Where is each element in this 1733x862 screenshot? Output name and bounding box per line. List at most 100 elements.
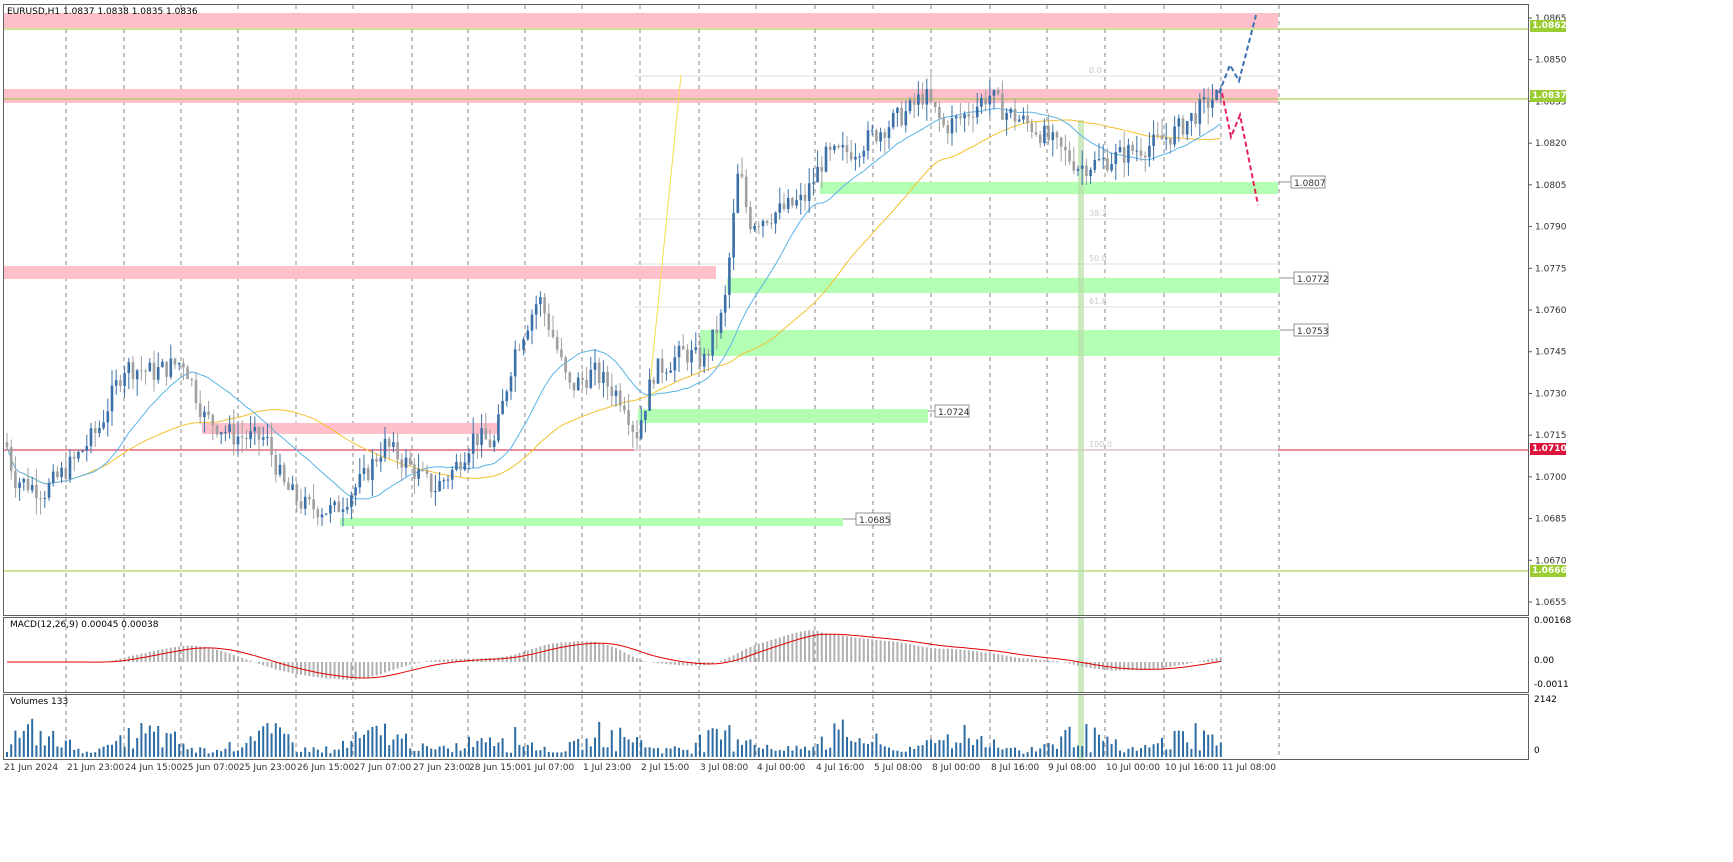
candle-body <box>463 462 467 470</box>
candle-body <box>312 499 315 510</box>
quote-values: 1.0837 1.0838 1.0835 1.0836 <box>63 7 198 17</box>
candle-body <box>194 379 198 404</box>
candle-body <box>303 496 307 509</box>
time-tick-label: 28 Jun 15:00 <box>469 763 527 773</box>
candle-body <box>152 362 156 380</box>
candle-body <box>925 89 929 105</box>
candle-body <box>1181 118 1185 135</box>
candle-body <box>1030 122 1034 133</box>
price-chart-svg: 0.0 38.2 50.0 61.8 100.0 1.0807 1.0772 1.0753 1.… <box>4 5 1528 615</box>
resistance-zone <box>4 89 1278 103</box>
candle-body <box>799 194 803 201</box>
price-tick-label: 1.0745 <box>1535 348 1567 358</box>
candle-body <box>1085 165 1088 176</box>
candle-body <box>446 479 450 481</box>
candle-body <box>774 212 777 224</box>
candle-body <box>18 482 21 488</box>
time-tick-label: 10 Jul 16:00 <box>1165 763 1219 773</box>
candle-body <box>425 470 429 474</box>
candle-body <box>383 438 387 458</box>
candle-body <box>623 405 626 411</box>
candle-body <box>715 329 719 334</box>
time-tick-label: 2 Jul 15:00 <box>641 763 690 773</box>
candle-body <box>719 312 723 334</box>
time-tick-label: 10 Jul 00:00 <box>1106 763 1160 773</box>
candle-body <box>1005 112 1008 120</box>
volumes-svg <box>6 695 1280 759</box>
candle-body <box>1131 144 1134 152</box>
candle-body <box>232 424 236 445</box>
candle-body <box>198 403 202 418</box>
candle-body <box>807 183 811 201</box>
candle-body <box>316 509 320 518</box>
candle-body <box>295 484 299 502</box>
candle-body <box>589 369 593 388</box>
candle-body <box>1118 147 1122 153</box>
zone-label: 1.0753 <box>1297 327 1329 337</box>
zone-label-box <box>1293 323 1329 337</box>
candle-body <box>182 363 185 368</box>
candle-body <box>673 357 677 371</box>
candle-body <box>81 450 84 452</box>
candle-body <box>85 446 89 451</box>
candle-body <box>14 471 17 488</box>
candle-body <box>375 458 378 462</box>
price-axis: 1.0865 1.0850 1.0835 1.0820 1.0805 1.0790 1.07… <box>1528 14 1567 608</box>
candle-body <box>354 487 357 496</box>
candle-body <box>1068 150 1071 162</box>
candle-body <box>1076 168 1080 171</box>
time-tick-label: 25 Jun 23:00 <box>239 763 297 773</box>
candle-body <box>816 166 819 183</box>
candle-body <box>123 373 126 387</box>
price-chart-panel[interactable]: 0.0 38.2 50.0 61.8 100.0 1.0807 1.0772 1.0753 1.… <box>3 4 1529 616</box>
candle-body <box>438 480 441 492</box>
candle-body <box>266 437 269 439</box>
candle-body <box>404 457 408 468</box>
support-zone <box>820 182 1278 194</box>
fibo-label: 50.0 <box>1089 254 1107 263</box>
candle-body <box>912 100 916 105</box>
candle-body <box>572 382 576 391</box>
candle-body <box>291 484 294 490</box>
candle-body <box>791 197 794 206</box>
time-tick-label: 21 Jun 23:00 <box>67 763 125 773</box>
candle-body <box>849 152 853 160</box>
candle-body <box>950 118 954 134</box>
candle-body <box>148 362 152 372</box>
candle-body <box>320 514 324 518</box>
candle-body <box>1156 134 1160 136</box>
candle-body <box>757 225 761 227</box>
candle-body <box>761 220 765 227</box>
candle-body <box>627 410 630 425</box>
time-tick-label: 1 Jul 23:00 <box>583 763 632 773</box>
time-tick-label: 3 Jul 08:00 <box>700 763 749 773</box>
zone-label-box <box>1290 175 1326 189</box>
candle-body <box>992 90 996 96</box>
candle-body <box>555 336 559 350</box>
fibo-bar <box>1078 695 1084 759</box>
candle-body <box>980 98 983 107</box>
macd-panel[interactable]: MACD(12,26,9) 0.00045 0.00038 <box>3 617 1529 693</box>
candle-body <box>39 498 42 500</box>
candle-body <box>1122 147 1126 163</box>
time-tick-label: 4 Jul 16:00 <box>816 763 865 773</box>
candle-body <box>26 478 30 491</box>
candle-body <box>749 207 752 230</box>
candle-body <box>547 313 551 330</box>
candle-body <box>652 379 656 384</box>
candle-body <box>870 130 874 132</box>
volumes-panel[interactable]: Volumes 133 <box>3 694 1529 760</box>
candle-body <box>778 203 782 213</box>
candle-body <box>946 125 950 134</box>
candle-body <box>967 114 971 117</box>
candle-body <box>711 329 714 356</box>
candle-body <box>249 431 252 440</box>
candle-body <box>732 212 735 258</box>
candle-body <box>765 220 769 224</box>
candle-body <box>841 145 845 148</box>
time-tick-label: 9 Jul 08:00 <box>1048 763 1097 773</box>
fibo-label: 0.0 <box>1089 66 1102 75</box>
time-tick-label: 26 Jun 15:00 <box>297 763 355 773</box>
candle-body <box>68 456 72 479</box>
candle-body <box>669 370 672 373</box>
